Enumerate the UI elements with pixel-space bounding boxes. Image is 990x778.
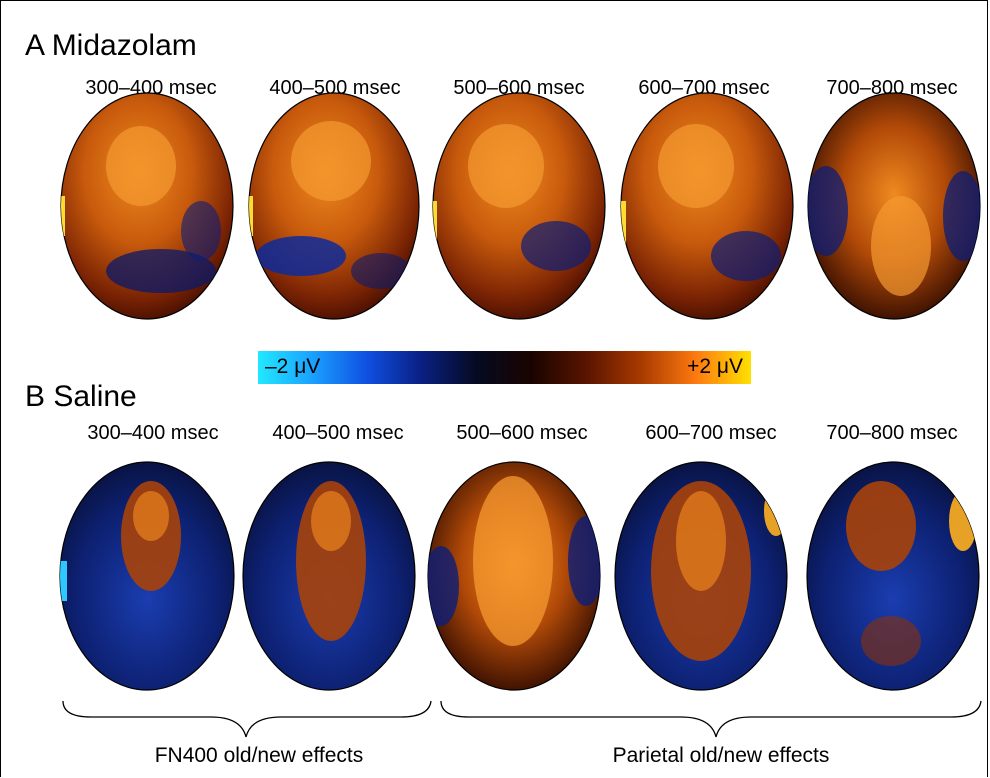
scalp-map-a-3 [432, 92, 606, 320]
time-label-a-1: 300–400 msec [85, 77, 217, 99]
panel-b-title: B Saline [25, 380, 137, 413]
fn400-brace [62, 700, 432, 738]
scalp-map-a-2 [248, 92, 420, 320]
panel-a-title: A Midazolam [25, 29, 197, 62]
time-label-b-1: 300–400 msec [87, 422, 219, 444]
colorbar-max-label: +2 μV [687, 355, 743, 378]
time-label-b-5: 700–800 msec [826, 422, 958, 444]
scalp-map-b-4 [614, 461, 788, 691]
scalp-map-b-2 [242, 461, 416, 691]
scalp-map-b-3 [427, 461, 601, 691]
time-label-a-2: 400–500 msec [269, 77, 401, 99]
scalp-map-a-1 [60, 92, 234, 320]
colorbar-min-label: –2 μV [265, 355, 321, 378]
time-label-a-4: 600–700 msec [638, 77, 770, 99]
fn400-effects-label: FN400 old/new effects [154, 744, 364, 767]
time-label-a-3: 500–600 msec [453, 77, 585, 99]
scalp-map-a-4 [620, 92, 794, 320]
time-label-b-3: 500–600 msec [456, 422, 588, 444]
scalp-map-a-5 [807, 92, 981, 320]
time-label-a-5: 700–800 msec [826, 77, 958, 99]
time-label-b-2: 400–500 msec [272, 422, 404, 444]
colorbar: –2 μV +2 μV [258, 351, 751, 384]
scalp-map-b-1 [59, 461, 235, 691]
parietal-effects-label: Parietal old/new effects [612, 744, 830, 767]
parietal-brace [440, 700, 982, 738]
scalp-map-b-5 [806, 461, 980, 691]
time-label-b-4: 600–700 msec [645, 422, 777, 444]
